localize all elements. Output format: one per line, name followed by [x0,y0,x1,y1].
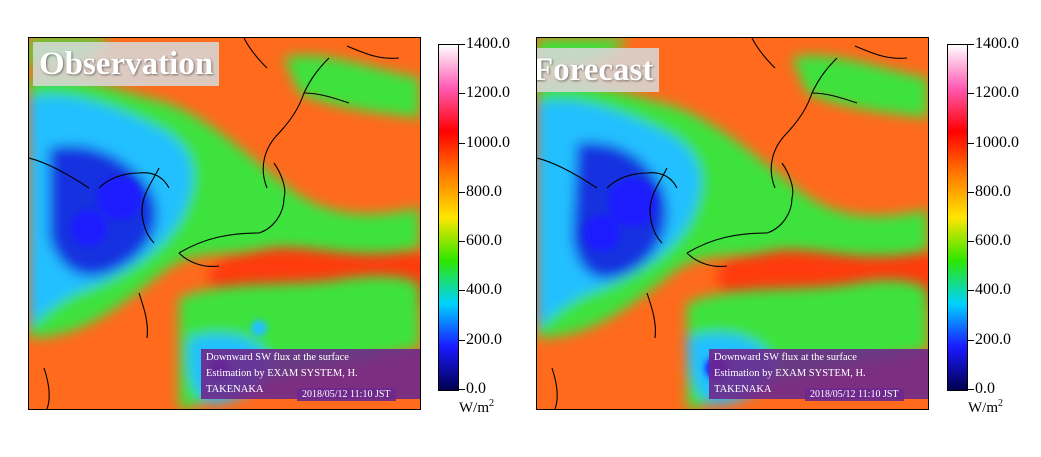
colorbar-tick-mark [968,339,974,341]
colorbar-tick-label: 1000.0 [975,133,1019,151]
colorbar-tick-mark [459,290,465,292]
colorbar-tick-label: 400.0 [975,281,1011,299]
colorbar-tick-mark [968,44,974,45]
info-caption-line-1: Downward SW flux at the surface [714,352,857,363]
colorbar-tick-mark [459,389,465,390]
unit-exponent: 2 [489,398,494,409]
colorbar-tick-mark [968,142,974,144]
info-caption-line-1: Downward SW flux at the surface [206,352,349,363]
colorbar-tick-label: 600.0 [466,232,502,250]
colorbar-tick-label: 400.0 [466,281,502,299]
colorbar-tick-mark [968,93,974,95]
colorbar-tick-mark [968,191,974,193]
colorbar-tick-label: 1400.0 [975,35,1019,52]
colorbar-tick-mark [459,191,465,193]
colorbar-left-unit: W/m2 [459,398,494,417]
timestamp-label: 2018/05/12 11:10 JST [805,388,904,401]
unit-exponent: 2 [998,398,1003,409]
info-caption-line-2: Estimation by EXAM SYSTEM, H. TAKENAKA [206,368,358,395]
colorbar-tick-label: 0.0 [975,380,995,397]
colorbar-tick-label: 600.0 [975,232,1011,250]
colorbar-tick-mark [459,93,465,95]
colorbar-tick-label: 800.0 [466,182,502,200]
colorbar-tick-mark [459,241,465,243]
colorbar-right [947,44,968,391]
colorbar-tick-label: 200.0 [975,330,1011,348]
colorbar-tick-label: 1200.0 [975,84,1019,102]
unit-base: W/m [459,400,489,416]
colorbar-tick-mark [968,290,974,292]
colorbar-tick-label: 1400.0 [466,35,510,52]
colorbar-tick-label: 200.0 [466,330,502,348]
panel-title: Forecast [537,48,660,92]
panel-title: Observation [33,42,220,86]
colorbar-tick-mark [459,339,465,341]
observation-map-panel: Observation Downward SW flux at the surf… [28,37,421,410]
colorbar-tick-mark [968,389,974,390]
colorbar-tick-mark [459,142,465,144]
colorbar-left [438,44,459,391]
unit-base: W/m [968,400,998,416]
timestamp-label: 2018/05/12 11:10 JST [297,388,396,401]
info-caption-line-2: Estimation by EXAM SYSTEM, H. TAKENAKA [714,368,866,395]
colorbar-tick-mark [459,44,465,45]
forecast-map-panel: Forecast Downward SW flux at the surface… [536,37,929,410]
colorbar-right-unit: W/m2 [968,398,1003,417]
colorbar-tick-label: 0.0 [466,380,486,397]
colorbar-tick-label: 800.0 [975,182,1011,200]
colorbar-tick-label: 1000.0 [466,133,510,151]
colorbar-tick-mark [968,241,974,243]
colorbar-tick-label: 1200.0 [466,84,510,102]
